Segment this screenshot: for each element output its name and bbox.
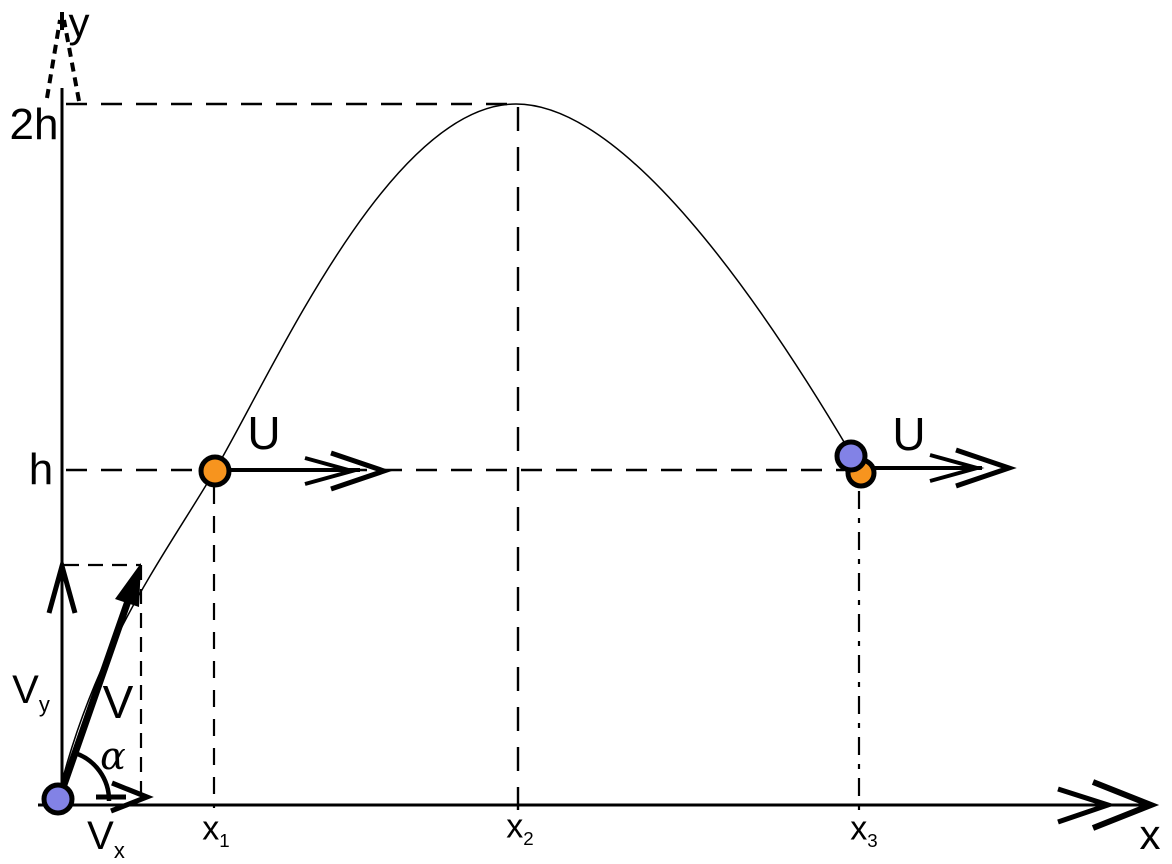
x2-sub-text: 2 [523, 828, 534, 850]
u-velocity-arrow-right [872, 447, 1017, 489]
vx-component-arrow [96, 780, 154, 814]
u-velocity-label-left: U [247, 407, 281, 459]
x-axis-label: x [1139, 811, 1161, 858]
x3-sub-text: 3 [867, 830, 878, 852]
ball-rising-at-h [198, 454, 232, 488]
h-height-label: h [28, 445, 54, 494]
x2-tick-label: x2 [506, 809, 533, 849]
initial-velocity-label: V [102, 676, 134, 728]
ball-falling-at-h-blue [834, 439, 868, 473]
vy-component-label: Vy [12, 670, 50, 716]
apex-height-label: 2h [9, 100, 59, 149]
y-axis-label: y [68, 0, 90, 46]
initial-velocity-vector-arrow [55, 563, 141, 801]
y-axis-arrowhead-icon [45, 12, 81, 102]
x3-main-text: x [850, 809, 868, 848]
x2-main-text: x [506, 807, 524, 846]
x1-sub-text: 1 [219, 830, 230, 852]
x1-main-text: x [202, 809, 220, 848]
ball-at-origin [41, 782, 75, 816]
launch-angle-arc [74, 750, 112, 802]
vx-main-text: V [87, 814, 114, 858]
launch-angle-label: α [100, 734, 126, 778]
trajectory-path [57, 103, 851, 798]
x3-tick-label: x3 [850, 811, 877, 851]
x1-tick-label: x1 [202, 811, 229, 851]
x-axis-arrowhead-icon [1057, 779, 1160, 831]
vy-main-text: V [12, 668, 39, 712]
vy-sub-text: y [38, 692, 50, 717]
vx-component-label: Vx [87, 816, 125, 862]
u-velocity-label-right: U [892, 408, 926, 460]
vy-component-arrowhead-icon [46, 556, 78, 614]
u-velocity-arrow-left [231, 450, 392, 492]
vx-sub-text: x [113, 838, 125, 863]
